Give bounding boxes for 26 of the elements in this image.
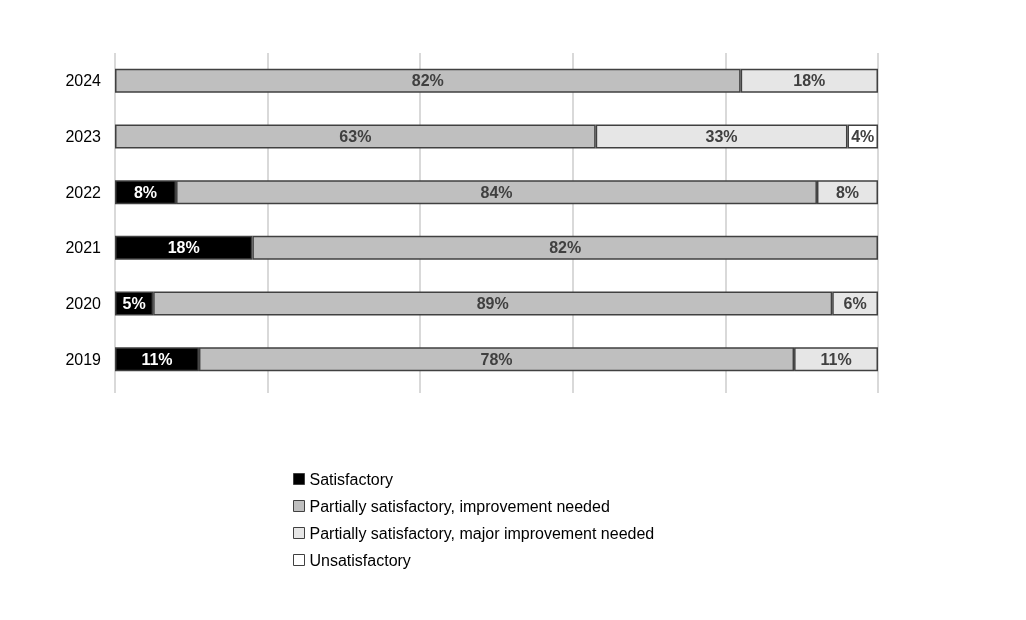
data-label: 78% bbox=[480, 350, 513, 368]
data-label: 82% bbox=[549, 239, 582, 257]
data-label: 18% bbox=[793, 72, 826, 90]
data-label: 63% bbox=[339, 128, 372, 145]
data-label: 84% bbox=[480, 183, 513, 201]
y-tick-label: 2021 bbox=[65, 239, 102, 257]
y-tick-label: 2020 bbox=[65, 295, 102, 312]
data-label: 6% bbox=[843, 295, 867, 312]
legend-label: Unsatisfactory bbox=[309, 551, 411, 569]
legend-label: Satisfactory bbox=[309, 470, 394, 488]
y-tick-label: 2024 bbox=[65, 72, 102, 90]
data-label: 8% bbox=[835, 183, 860, 201]
y-tick-label: 2022 bbox=[65, 183, 102, 201]
data-label: 4% bbox=[851, 128, 875, 145]
legend-label: Partially satisfactory, improvement needed bbox=[309, 497, 610, 515]
data-label: 8% bbox=[133, 183, 158, 201]
data-label: 89% bbox=[476, 295, 509, 312]
y-tick-label: 2023 bbox=[65, 128, 102, 145]
data-label: 11% bbox=[820, 350, 852, 368]
data-label: 33% bbox=[705, 128, 738, 145]
data-label: 5% bbox=[122, 295, 146, 312]
data-label: 11% bbox=[141, 350, 173, 368]
y-tick-label: 2019 bbox=[65, 350, 102, 368]
data-label: 18% bbox=[167, 239, 200, 257]
legend-label: Partially satisfactory, major improvement needed bbox=[309, 524, 655, 542]
data-label: 82% bbox=[411, 72, 444, 90]
